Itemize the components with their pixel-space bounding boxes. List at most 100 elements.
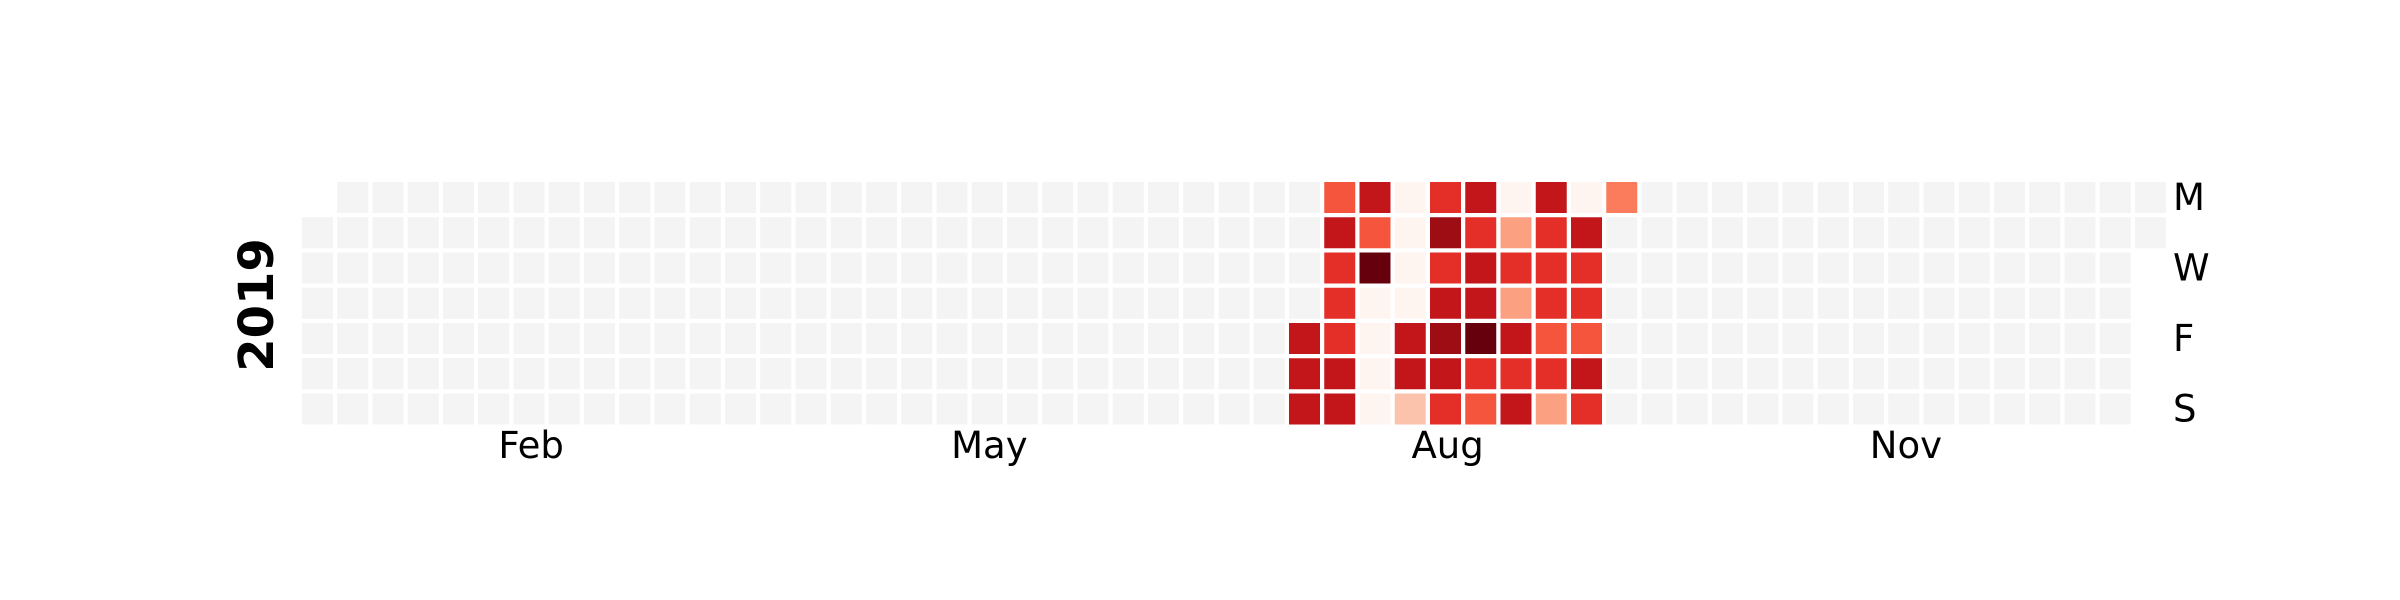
heatmap-cell bbox=[1994, 287, 2025, 319]
heatmap-cell bbox=[1747, 323, 1779, 354]
heatmap-cell bbox=[337, 393, 369, 425]
heatmap-cell bbox=[513, 252, 545, 284]
heatmap-cell bbox=[1007, 217, 1038, 249]
heatmap-cell bbox=[936, 252, 968, 284]
heatmap-cell bbox=[830, 323, 862, 354]
heatmap-cell bbox=[1500, 393, 1532, 425]
heatmap-cell bbox=[1888, 252, 1920, 284]
heatmap-cell bbox=[2064, 358, 2096, 390]
heatmap-cell bbox=[689, 287, 721, 319]
heatmap-cell bbox=[1007, 287, 1038, 319]
heatmap-cell bbox=[936, 323, 968, 354]
heatmap-cell bbox=[1042, 358, 1074, 390]
heatmap-cell bbox=[1817, 393, 1849, 425]
heatmap-cell bbox=[1747, 217, 1779, 249]
heatmap-cell bbox=[548, 358, 580, 390]
heatmap-cell bbox=[1183, 217, 1215, 249]
heatmap-cell bbox=[1359, 287, 1391, 319]
heatmap-cell bbox=[2029, 287, 2061, 319]
heatmap-cell bbox=[1112, 393, 1144, 425]
heatmap-cell bbox=[1747, 287, 1779, 319]
heatmap-cell bbox=[1359, 323, 1391, 354]
heatmap-cell bbox=[1782, 323, 1814, 354]
heatmap-cell bbox=[1535, 323, 1567, 354]
heatmap-cell bbox=[1253, 358, 1285, 390]
heatmap-cell bbox=[1430, 252, 1461, 284]
heatmap-cell bbox=[2135, 217, 2166, 249]
heatmap-cell bbox=[1253, 323, 1285, 354]
heatmap-cell bbox=[1183, 323, 1215, 354]
heatmap-cell bbox=[513, 287, 545, 319]
heatmap-cell bbox=[302, 287, 333, 319]
heatmap-cell bbox=[795, 252, 827, 284]
heatmap-cell bbox=[936, 182, 968, 213]
heatmap-cell bbox=[1923, 287, 1955, 319]
heatmap-cell bbox=[1324, 393, 1356, 425]
heatmap-cell bbox=[584, 393, 615, 425]
heatmap-cell bbox=[689, 323, 721, 354]
heatmap-cell bbox=[1606, 217, 1638, 249]
heatmap-cell bbox=[1853, 252, 1884, 284]
heatmap-cell bbox=[689, 182, 721, 213]
heatmap-cell bbox=[1571, 182, 1602, 213]
heatmap-cell bbox=[725, 182, 756, 213]
heatmap-cell bbox=[407, 252, 439, 284]
heatmap-cell bbox=[407, 393, 439, 425]
heatmap-cell bbox=[619, 393, 651, 425]
heatmap-cell bbox=[1324, 323, 1356, 354]
heatmap-cell bbox=[1359, 217, 1391, 249]
heatmap-cell bbox=[1888, 393, 1920, 425]
heatmap-cell bbox=[654, 182, 686, 213]
heatmap-cell bbox=[478, 358, 510, 390]
heatmap-cell bbox=[1571, 217, 1602, 249]
heatmap-cell bbox=[1923, 358, 1955, 390]
heatmap-cell bbox=[1747, 182, 1779, 213]
heatmap-cell bbox=[302, 252, 333, 284]
heatmap-cell bbox=[584, 182, 615, 213]
heatmap-cell bbox=[1958, 323, 1990, 354]
heatmap-cell bbox=[1853, 358, 1884, 390]
heatmap-cell bbox=[1394, 358, 1426, 390]
heatmap-cell bbox=[302, 393, 333, 425]
heatmap-cell bbox=[971, 287, 1003, 319]
heatmap-cell bbox=[2099, 358, 2131, 390]
heatmap-cell bbox=[302, 358, 333, 390]
heatmap-cell bbox=[407, 217, 439, 249]
heatmap-cell bbox=[1676, 252, 1708, 284]
heatmap-cell bbox=[830, 182, 862, 213]
heatmap-cell bbox=[1923, 323, 1955, 354]
heatmap-cell bbox=[1465, 252, 1497, 284]
heatmap-cell bbox=[1994, 358, 2025, 390]
heatmap-cell bbox=[866, 182, 897, 213]
heatmap-cell bbox=[337, 182, 369, 213]
heatmap-cell bbox=[971, 252, 1003, 284]
heatmap-cell bbox=[1712, 323, 1743, 354]
heatmap-cell bbox=[1218, 217, 1250, 249]
heatmap-cell bbox=[725, 217, 756, 249]
heatmap-cell bbox=[1465, 287, 1497, 319]
heatmap-cell bbox=[2099, 393, 2131, 425]
heatmap-cell bbox=[1782, 182, 1814, 213]
heatmap-cell bbox=[1712, 182, 1743, 213]
heatmap-cell bbox=[1077, 217, 1109, 249]
heatmap-cell bbox=[1571, 252, 1602, 284]
heatmap-cell bbox=[548, 182, 580, 213]
heatmap-cell bbox=[1289, 182, 1320, 213]
heatmap-cell bbox=[513, 182, 545, 213]
day-label: W bbox=[2173, 247, 2210, 290]
heatmap-cell bbox=[443, 217, 474, 249]
heatmap-cell bbox=[1712, 252, 1743, 284]
heatmap-cell bbox=[760, 252, 792, 284]
heatmap-cell bbox=[971, 358, 1003, 390]
heatmap-cell bbox=[302, 217, 333, 249]
heatmap-cell bbox=[1923, 182, 1955, 213]
heatmap-cell bbox=[372, 287, 404, 319]
heatmap-cell bbox=[1571, 358, 1602, 390]
heatmap-cell bbox=[478, 287, 510, 319]
heatmap-cell bbox=[1042, 393, 1074, 425]
heatmap-cell bbox=[795, 393, 827, 425]
heatmap-cell bbox=[619, 217, 651, 249]
heatmap-cell bbox=[1148, 323, 1179, 354]
heatmap-cell bbox=[1535, 182, 1567, 213]
